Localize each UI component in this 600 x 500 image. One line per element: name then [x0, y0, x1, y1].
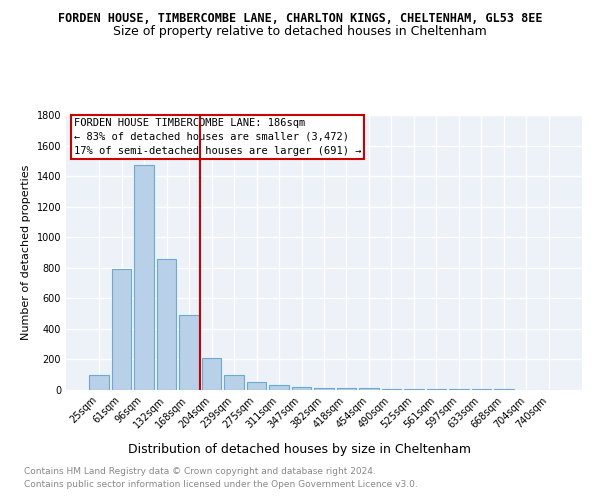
Bar — [269, 386, 289, 390]
Text: Contains public sector information licensed under the Open Government Licence v3: Contains public sector information licen… — [24, 480, 418, 489]
Bar — [134, 166, 154, 390]
Bar — [89, 374, 109, 390]
Bar — [449, 389, 469, 390]
Bar — [157, 258, 176, 390]
Text: FORDEN HOUSE, TIMBERCOMBE LANE, CHARLTON KINGS, CHELTENHAM, GL53 8EE: FORDEN HOUSE, TIMBERCOMBE LANE, CHARLTON… — [58, 12, 542, 26]
Text: Contains HM Land Registry data © Crown copyright and database right 2024.: Contains HM Land Registry data © Crown c… — [24, 468, 376, 476]
Bar — [247, 382, 266, 390]
Text: Size of property relative to detached houses in Cheltenham: Size of property relative to detached ho… — [113, 25, 487, 38]
Bar — [359, 388, 379, 390]
Bar — [179, 315, 199, 390]
Y-axis label: Number of detached properties: Number of detached properties — [21, 165, 31, 340]
Bar — [112, 270, 131, 390]
Bar — [404, 389, 424, 390]
Bar — [382, 389, 401, 390]
Bar — [202, 358, 221, 390]
Bar — [292, 387, 311, 390]
Bar — [337, 388, 356, 390]
Bar — [314, 388, 334, 390]
Text: Distribution of detached houses by size in Cheltenham: Distribution of detached houses by size … — [128, 442, 472, 456]
Bar — [427, 389, 446, 390]
Bar — [224, 374, 244, 390]
Text: FORDEN HOUSE TIMBERCOMBE LANE: 186sqm
← 83% of detached houses are smaller (3,47: FORDEN HOUSE TIMBERCOMBE LANE: 186sqm ← … — [74, 118, 361, 156]
